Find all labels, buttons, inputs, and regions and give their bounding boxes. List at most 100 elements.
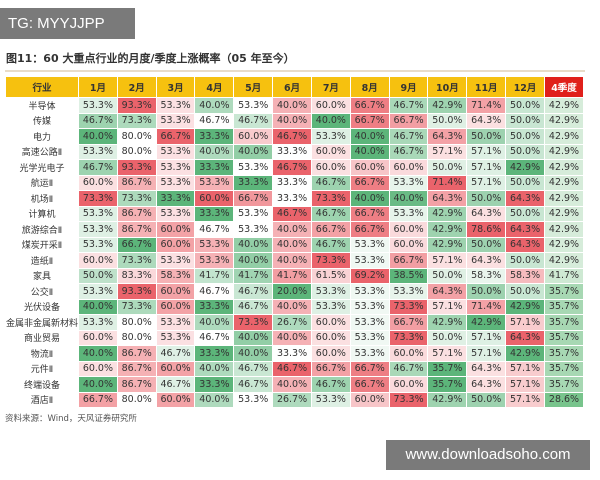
probability-cell: 40.0% [233, 329, 274, 346]
probability-cell: 80.0% [116, 391, 157, 408]
probability-cell: 42.9% [427, 236, 468, 253]
probability-cell: 53.3% [78, 221, 118, 238]
table-row: 物流Ⅱ 40.0% 86.7% 46.7% 33.3% 40.0% 33.3% 60.0% 53… [5, 345, 584, 362]
table-row: 商业贸易 60.0% 80.0% 53.3% 46.7% 40.0% 40.0% 60.0% 5… [5, 329, 584, 346]
probability-cell: 40.0% [272, 236, 312, 253]
table-row: 旅游综合Ⅱ 53.3% 86.7% 60.0% 46.7% 53.3% 40.0% 66.7%… [5, 221, 584, 238]
probability-cell: 57.1% [505, 391, 545, 408]
table-row: 机场Ⅱ 73.3% 73.3% 33.3% 60.0% 66.7% 33.3% 73.3% 40… [5, 190, 584, 207]
probability-cell: 42.9% [544, 221, 584, 238]
probability-cell: 64.3% [466, 112, 507, 129]
probability-cell: 33.3% [272, 143, 312, 160]
industry-name: 电力 [5, 128, 79, 145]
probability-cell: 80.0% [116, 128, 157, 145]
probability-cell: 60.0% [310, 314, 351, 331]
probability-cell: 46.7% [388, 97, 429, 114]
probability-cell: 50.0% [505, 205, 545, 222]
probability-cell: 57.1% [427, 143, 468, 160]
probability-cell: 66.7% [349, 112, 390, 129]
probability-cell: 66.7% [78, 391, 118, 408]
probability-cell: 46.7% [310, 205, 351, 222]
probability-cell: 40.0% [78, 376, 118, 393]
probability-cell: 64.3% [466, 205, 507, 222]
probability-cell: 41.7% [272, 267, 312, 284]
probability-cell: 35.7% [544, 314, 584, 331]
probability-cell: 46.7% [194, 112, 235, 129]
table-row: 造纸Ⅱ 60.0% 73.3% 53.3% 53.3% 40.0% 40.0% 73.3% 53… [5, 252, 584, 269]
probability-cell: 60.0% [310, 345, 351, 362]
header-col: 2月 [116, 76, 157, 98]
probability-cell: 40.0% [349, 190, 390, 207]
probability-cell: 66.7% [349, 221, 390, 238]
probability-cell: 50.0% [427, 159, 468, 176]
table-row: 酒店Ⅱ 66.7% 80.0% 60.0% 40.0% 53.3% 26.7% 53.3% 60… [5, 391, 584, 408]
probability-cell: 69.2% [349, 267, 390, 284]
probability-cell: 40.0% [194, 360, 235, 377]
probability-cell: 50.0% [78, 267, 118, 284]
header-col: 8月 [349, 76, 390, 98]
header-col: 4季度 [544, 76, 584, 98]
probability-cell: 60.0% [155, 283, 196, 300]
probability-cell: 53.3% [388, 174, 429, 191]
probability-cell: 53.3% [349, 329, 390, 346]
probability-cell: 73.3% [388, 391, 429, 408]
probability-cell: 33.3% [272, 345, 312, 362]
probability-cell: 42.9% [544, 174, 584, 191]
watermark-bottom: www.downloadsoho.com [386, 440, 590, 470]
probability-cell: 40.0% [194, 314, 235, 331]
probability-cell: 64.3% [466, 252, 507, 269]
probability-cell: 53.3% [349, 345, 390, 362]
probability-cell: 73.3% [388, 298, 429, 315]
probability-cell: 42.9% [544, 97, 584, 114]
probability-cell: 53.3% [78, 236, 118, 253]
probability-cell: 33.3% [155, 190, 196, 207]
probability-cell: 73.3% [310, 252, 351, 269]
industry-name: 终端设备 [5, 376, 79, 393]
probability-cell: 64.3% [466, 360, 507, 377]
probability-cell: 66.7% [388, 314, 429, 331]
probability-cell: 57.1% [427, 252, 468, 269]
probability-cell: 60.0% [388, 159, 429, 176]
probability-cell: 73.3% [233, 314, 274, 331]
probability-cell: 66.7% [349, 376, 390, 393]
probability-cell: 46.7% [388, 143, 429, 160]
probability-cell: 53.3% [388, 283, 429, 300]
probability-cell: 40.0% [233, 345, 274, 362]
probability-cell: 50.0% [427, 329, 468, 346]
probability-cell: 60.0% [233, 128, 274, 145]
probability-cell: 71.4% [466, 97, 507, 114]
probability-cell: 50.0% [466, 128, 507, 145]
probability-cell: 33.3% [194, 205, 235, 222]
probability-cell: 86.7% [116, 205, 157, 222]
probability-cell: 42.9% [427, 391, 468, 408]
probability-cell: 66.7% [233, 190, 274, 207]
probability-cell: 86.7% [116, 376, 157, 393]
probability-cell: 40.0% [272, 221, 312, 238]
probability-cell: 46.7% [272, 159, 312, 176]
probability-cell: 35.7% [427, 376, 468, 393]
probability-cell: 35.7% [544, 329, 584, 346]
probability-cell: 42.9% [505, 345, 545, 362]
probability-cell: 41.7% [544, 267, 584, 284]
industry-name: 半导体 [5, 97, 79, 114]
probability-cell: 53.3% [78, 97, 118, 114]
probability-cell: 46.7% [233, 360, 274, 377]
probability-cell: 73.3% [116, 190, 157, 207]
industry-name: 金属非金属新材料 [5, 314, 79, 331]
table-row: 终端设备 40.0% 86.7% 46.7% 33.3% 46.7% 40.0% 46.7% 6… [5, 376, 584, 393]
industry-name: 元件Ⅱ [5, 360, 79, 377]
probability-cell: 64.3% [505, 221, 545, 238]
probability-cell: 42.9% [544, 112, 584, 129]
probability-cell: 33.3% [194, 128, 235, 145]
probability-cell: 66.7% [349, 97, 390, 114]
probability-cell: 60.0% [78, 174, 118, 191]
probability-cell: 53.3% [78, 283, 118, 300]
header-col: 4月 [194, 76, 235, 98]
industry-name: 家具 [5, 267, 79, 284]
probability-cell: 33.3% [194, 376, 235, 393]
header-col: 10月 [427, 76, 468, 98]
probability-cell: 53.3% [78, 205, 118, 222]
probability-cell: 35.7% [544, 298, 584, 315]
industry-name: 造纸Ⅱ [5, 252, 79, 269]
probability-cell: 80.0% [116, 329, 157, 346]
